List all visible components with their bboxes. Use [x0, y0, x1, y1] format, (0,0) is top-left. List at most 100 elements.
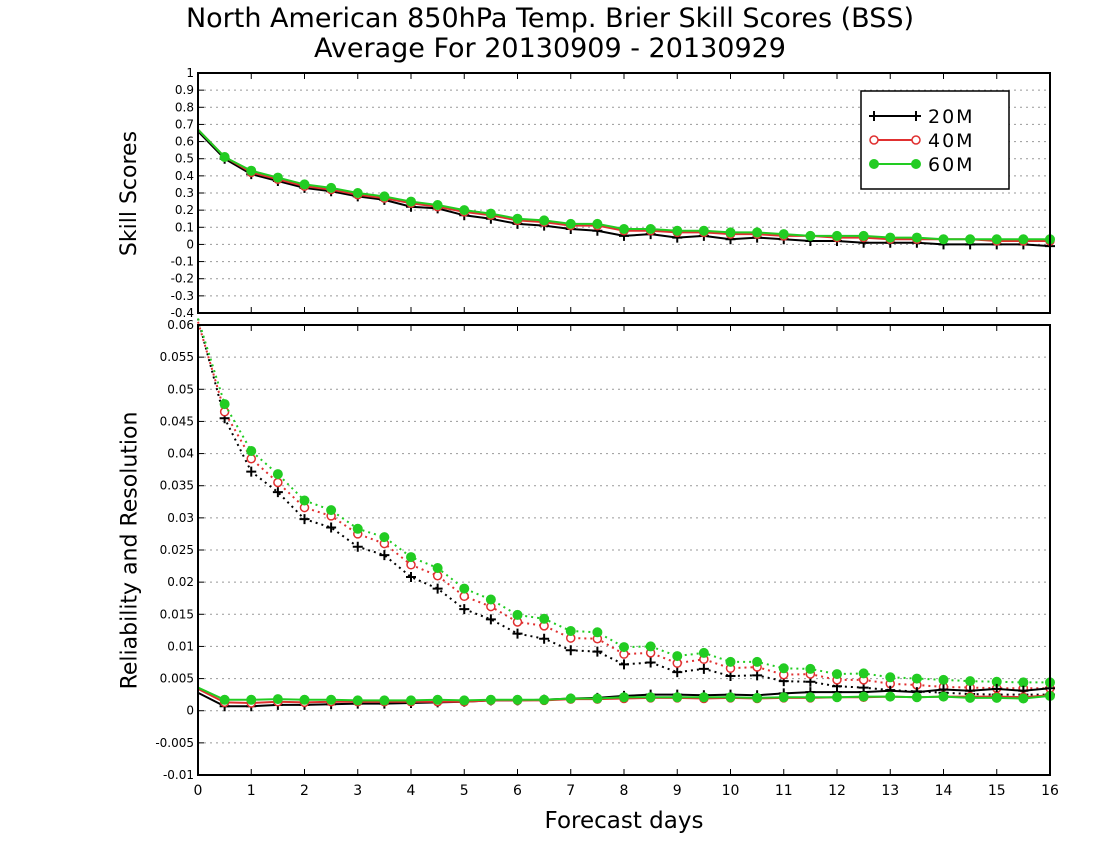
data-point	[539, 633, 550, 644]
data-point	[592, 646, 603, 657]
data-point	[219, 399, 230, 410]
legend-marker	[869, 135, 879, 145]
x-tick-label: 10	[722, 783, 740, 799]
y-tick-label: 0.035	[160, 479, 194, 493]
y-axis-label-skill: Skill Scores	[117, 130, 143, 256]
data-point	[272, 172, 283, 183]
data-point	[485, 614, 496, 625]
data-point	[592, 693, 603, 704]
data-point	[778, 692, 789, 703]
data-point	[645, 641, 656, 652]
data-point	[246, 165, 257, 176]
legend-label: 60M	[928, 154, 975, 176]
data-point	[379, 532, 390, 543]
data-point	[299, 179, 310, 190]
data-point	[352, 695, 363, 706]
data-point	[539, 613, 550, 624]
x-tick-label: 14	[935, 783, 953, 799]
data-point	[965, 676, 976, 687]
data-point	[485, 694, 496, 705]
y-tick-label: 0.06	[167, 318, 194, 332]
data-point	[219, 152, 230, 162]
data-point	[965, 234, 976, 245]
data-point	[698, 647, 709, 658]
legend-marker	[869, 111, 879, 121]
data-point	[512, 628, 523, 639]
data-point	[326, 182, 337, 193]
data-point	[911, 673, 922, 684]
chart-title-line1: North American 850hPa Temp. Brier Skill …	[185, 3, 915, 34]
x-tick-label: 12	[828, 783, 846, 799]
data-point	[672, 225, 683, 236]
data-point	[246, 446, 257, 456]
data-point	[432, 583, 443, 594]
x-tick-label: 15	[988, 783, 1006, 799]
plot-frame	[197, 72, 1051, 314]
data-point	[379, 550, 390, 561]
data-point	[459, 583, 470, 594]
data-point	[645, 224, 656, 234]
data-point	[938, 691, 949, 702]
data-point	[379, 191, 390, 202]
data-point	[299, 694, 310, 705]
x-tick-label: 13	[881, 783, 899, 799]
y-tick-label: 0.5	[175, 152, 194, 166]
data-point	[352, 541, 363, 552]
series-line	[197, 321, 1050, 690]
data-point	[672, 651, 683, 662]
data-point	[885, 672, 896, 683]
x-tick-label: 3	[353, 783, 362, 799]
data-point	[539, 215, 550, 226]
data-point	[565, 645, 576, 656]
data-point	[1018, 234, 1029, 245]
x-tick-label: 2	[300, 783, 309, 799]
data-point	[459, 695, 470, 706]
x-tick-label: 7	[566, 783, 575, 799]
x-tick-label: 11	[775, 783, 793, 799]
data-point	[725, 656, 736, 667]
data-point	[725, 227, 736, 238]
data-point	[619, 224, 629, 234]
y-tick-label: 0.04	[167, 447, 194, 461]
y-tick-label: 0.025	[160, 543, 194, 557]
reliability-resolution-panel: 0.060.0550.050.0450.040.0350.030.0250.02…	[155, 318, 1059, 799]
y-tick-label: 0	[186, 704, 194, 718]
x-axis-label: Forecast days	[544, 808, 704, 834]
y-tick-label: 0.005	[160, 672, 194, 686]
data-point	[272, 469, 283, 480]
data-point	[1018, 677, 1029, 688]
x-tick-label: 8	[620, 783, 629, 799]
legend-label: 20M	[928, 106, 975, 128]
data-point	[911, 232, 922, 243]
y-tick-label: 0.055	[160, 350, 194, 364]
data-point	[619, 642, 629, 653]
data-point	[752, 227, 763, 238]
data-point	[991, 234, 1002, 245]
data-point	[725, 692, 736, 703]
y-tick-label: 0.05	[167, 382, 194, 396]
data-point	[645, 692, 656, 703]
series-40m-resolution	[197, 321, 1055, 693]
x-tick-label: 6	[513, 783, 522, 799]
chart-title-line2: Average For 20130909 - 20130929	[314, 33, 786, 64]
data-point	[326, 694, 337, 705]
data-point	[565, 693, 576, 704]
y-tick-label: 0.02	[167, 575, 194, 589]
data-point	[832, 669, 842, 680]
y-tick-label: -0.4	[171, 306, 194, 320]
data-point	[246, 466, 257, 477]
y-tick-label: 0.1	[175, 220, 194, 234]
x-tick-label: 0	[194, 783, 203, 799]
data-point	[858, 668, 869, 679]
data-point	[246, 694, 257, 705]
data-point	[352, 523, 363, 534]
data-point	[326, 522, 337, 533]
data-point	[272, 694, 283, 705]
data-point	[406, 552, 416, 563]
y-tick-label: 0.2	[175, 203, 194, 217]
y-tick-label: -0.2	[171, 272, 194, 286]
y-tick-label: -0.3	[171, 289, 194, 303]
data-point	[406, 695, 416, 706]
